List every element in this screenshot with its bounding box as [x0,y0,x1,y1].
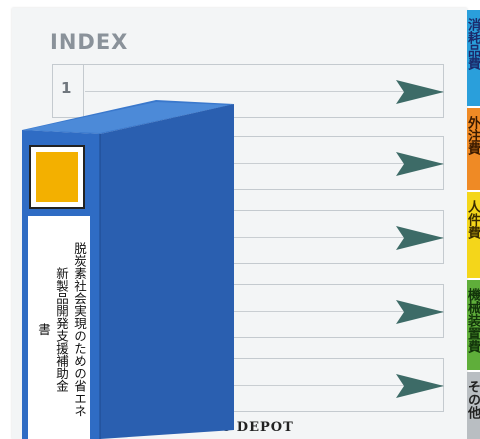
row-writing-line [85,163,443,164]
index-row: 1 [52,64,444,118]
binder-spine-label: 脱炭素社会実現のための省エネ 新製品開発支援補助金 書 [30,220,88,439]
arrow-right-icon [396,300,444,324]
spine-label-line-2: 新製品開発支援補助金 [54,267,69,392]
row-writing-line [85,385,443,386]
arrow-right-icon [396,226,444,250]
row-writing-line [85,91,443,92]
row-divider [83,65,84,117]
tab-consumables[interactable]: 消耗品費 [467,10,480,106]
arrow-right-icon [396,80,444,104]
tab-equipment[interactable]: 機械装置費 [467,280,480,370]
arrow-right-icon [396,152,444,176]
spine-label-line-1: 脱炭素社会実現のための省エネ [72,242,87,417]
row-writing-line [85,237,443,238]
arrow-right-icon [396,374,444,398]
spine-label-line-3: 書 [36,323,51,336]
binder-illustration [22,100,234,439]
index-title: INDEX [50,30,129,54]
binder: 脱炭素社会実現のための省エネ 新製品開発支援補助金 書 [22,100,234,439]
tab-outsourcing[interactable]: 外注費 [467,108,480,190]
row-writing-line [85,311,443,312]
index-row-number: 1 [61,79,72,97]
tab-other[interactable]: その他 [467,372,480,439]
tab-personnel[interactable]: 人件費 [467,192,480,278]
brand-logo: e DEPOT [222,420,294,435]
